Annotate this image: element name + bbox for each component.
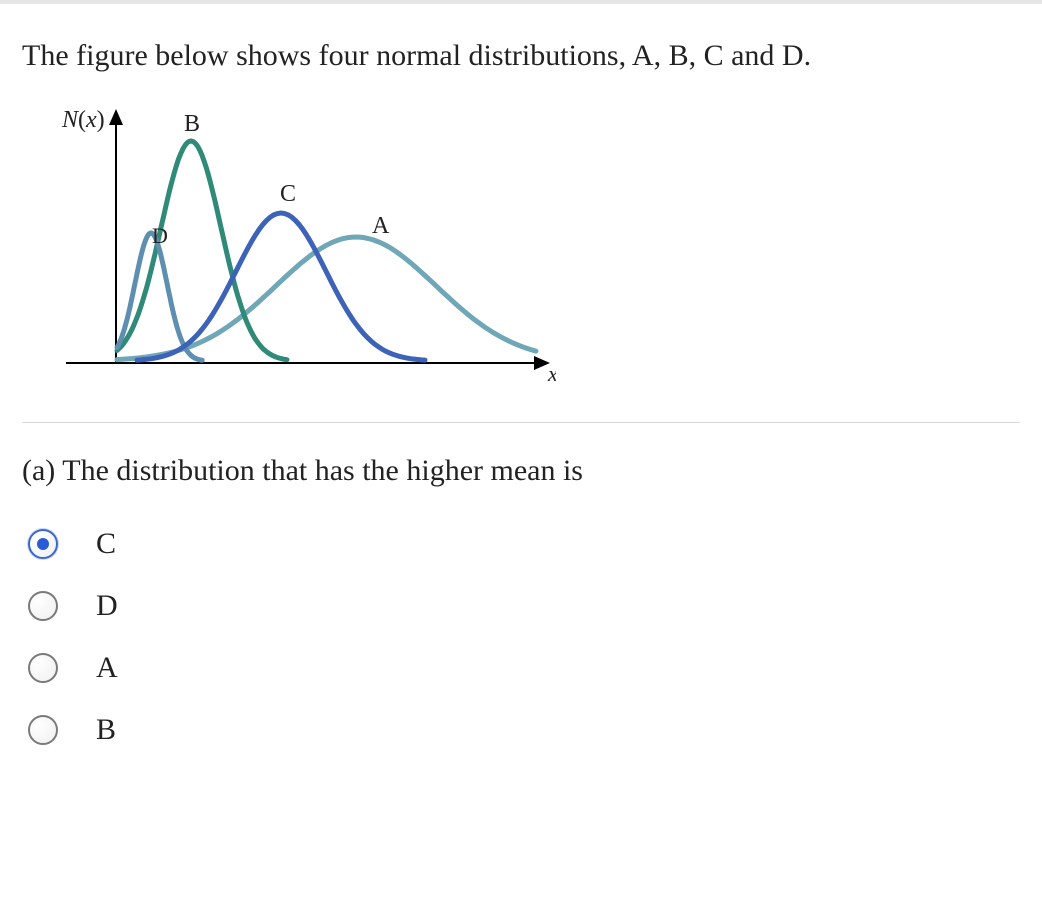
option-label: A xyxy=(96,651,118,685)
option-label: B xyxy=(96,713,116,747)
radio-icon xyxy=(28,529,58,559)
radio-icon xyxy=(28,715,58,745)
radio-icon xyxy=(28,591,58,621)
radio-icon xyxy=(28,653,58,683)
option-d[interactable]: D xyxy=(28,589,1020,623)
option-b[interactable]: B xyxy=(28,713,1020,747)
option-c[interactable]: C xyxy=(28,527,1020,561)
option-label: D xyxy=(96,589,118,623)
svg-text:x: x xyxy=(547,361,556,386)
svg-text:A: A xyxy=(372,213,390,239)
question-stem: The figure below shows four normal distr… xyxy=(22,36,1020,77)
subquestion-a: (a) The distribution that has the higher… xyxy=(22,451,1020,492)
options-group: C D A B xyxy=(22,527,1020,747)
option-label: C xyxy=(96,527,116,561)
svg-text:D: D xyxy=(152,223,168,248)
svg-text:B: B xyxy=(184,111,200,137)
option-a[interactable]: A xyxy=(28,651,1020,685)
section-divider xyxy=(22,422,1020,423)
svg-text:C: C xyxy=(280,181,296,207)
figure-normal-distributions: N(x) x A B C D xyxy=(36,103,1020,408)
svg-text:N(x): N(x) xyxy=(61,107,105,133)
